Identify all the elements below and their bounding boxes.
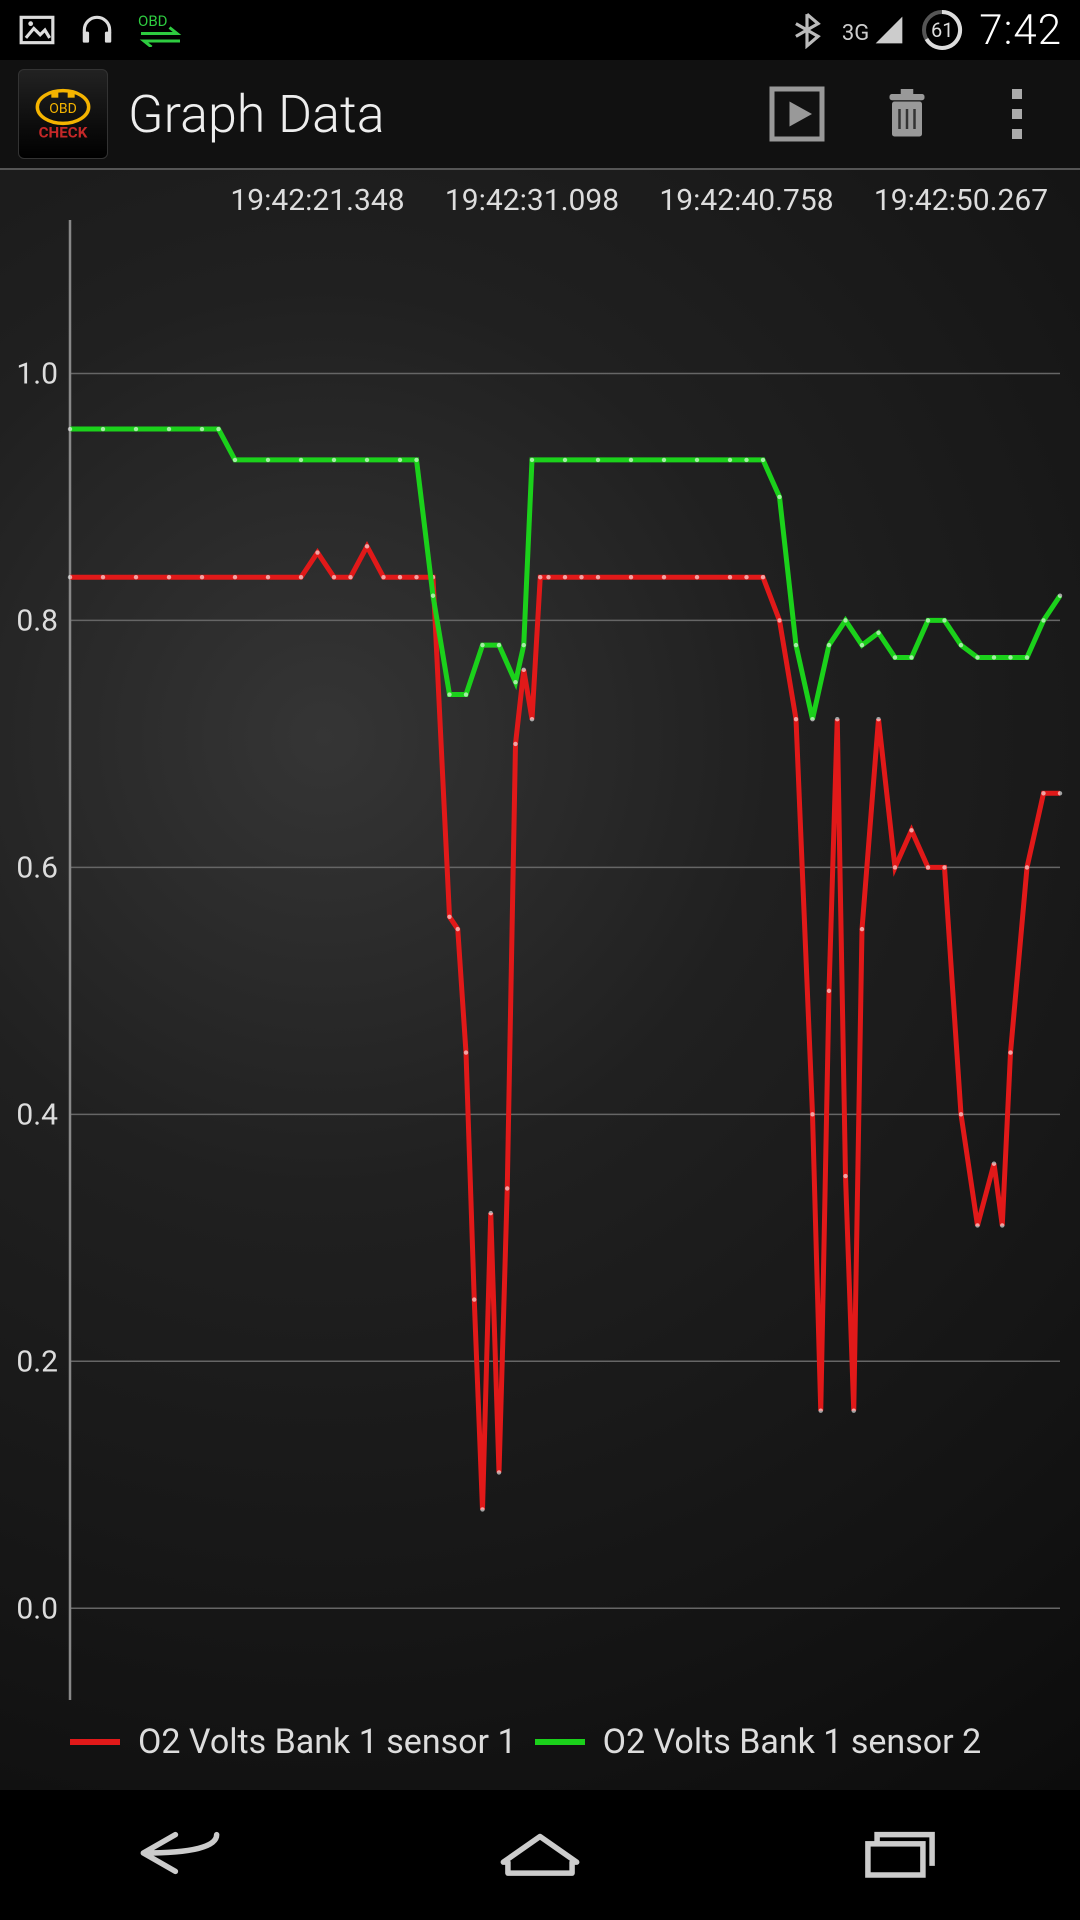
svg-text:19:42:21.348: 19:42:21.348 — [230, 183, 404, 218]
status-left: OBD — [18, 11, 198, 49]
svg-text:19:42:50.267: 19:42:50.267 — [874, 183, 1048, 218]
home-button[interactable] — [485, 1823, 595, 1887]
overflow-button[interactable] — [972, 69, 1062, 159]
svg-text:0.6: 0.6 — [16, 850, 58, 885]
status-clock: 7:42 — [979, 6, 1062, 55]
svg-text:19:42:31.098: 19:42:31.098 — [445, 183, 619, 218]
battery-61-icon: 61 — [921, 9, 963, 51]
svg-text:0.2: 0.2 — [16, 1344, 58, 1379]
action-bar: OBD CHECK Graph Data — [0, 60, 1080, 170]
svg-text:OBD: OBD — [49, 101, 77, 117]
nav-bar — [0, 1790, 1080, 1920]
overflow-icon — [997, 89, 1037, 139]
image-icon — [18, 11, 56, 49]
legend-swatch-1 — [70, 1739, 120, 1745]
legend-label-1: O2 Volts Bank 1 sensor 1 — [138, 1722, 517, 1762]
status-right: 3G 61 7:42 — [788, 6, 1062, 55]
headphones-icon — [78, 11, 116, 49]
back-button[interactable] — [125, 1823, 235, 1887]
signal-3g-label: 3G — [842, 21, 869, 46]
svg-text:0.0: 0.0 — [16, 1591, 58, 1626]
svg-text:19:42:40.758: 19:42:40.758 — [659, 183, 833, 218]
recent-button[interactable] — [845, 1823, 955, 1887]
svg-text:CHECK: CHECK — [39, 123, 88, 141]
obd-sync-icon: OBD — [138, 11, 198, 49]
legend-label-2: O2 Volts Bank 1 sensor 2 — [603, 1722, 982, 1762]
status-bar: OBD 3G 61 7:42 — [0, 0, 1080, 60]
chart-area[interactable]: 0.0 0.2 0.4 0.6 0.8 1.0 19:42:21.348 19:42:31.0… — [0, 170, 1080, 1790]
battery-pct: 61 — [921, 9, 963, 51]
chart-legend: O2 Volts Bank 1 sensor 1 O2 Volts Bank 1… — [70, 1722, 981, 1762]
app-icon[interactable]: OBD CHECK — [18, 69, 108, 159]
svg-text:OBD: OBD — [138, 12, 168, 30]
signal-3g-icon: 3G — [842, 14, 905, 46]
svg-text:1.0: 1.0 — [16, 356, 58, 391]
svg-text:0.8: 0.8 — [16, 603, 58, 638]
legend-swatch-2 — [535, 1739, 585, 1745]
page-title: Graph Data — [128, 84, 732, 145]
play-button[interactable] — [752, 69, 842, 159]
bluetooth-icon — [788, 11, 826, 49]
trash-button[interactable] — [862, 69, 952, 159]
chart-svg: 0.0 0.2 0.4 0.6 0.8 1.0 19:42:21.348 19:42:31.0… — [0, 170, 1080, 1790]
svg-text:0.4: 0.4 — [16, 1097, 58, 1132]
